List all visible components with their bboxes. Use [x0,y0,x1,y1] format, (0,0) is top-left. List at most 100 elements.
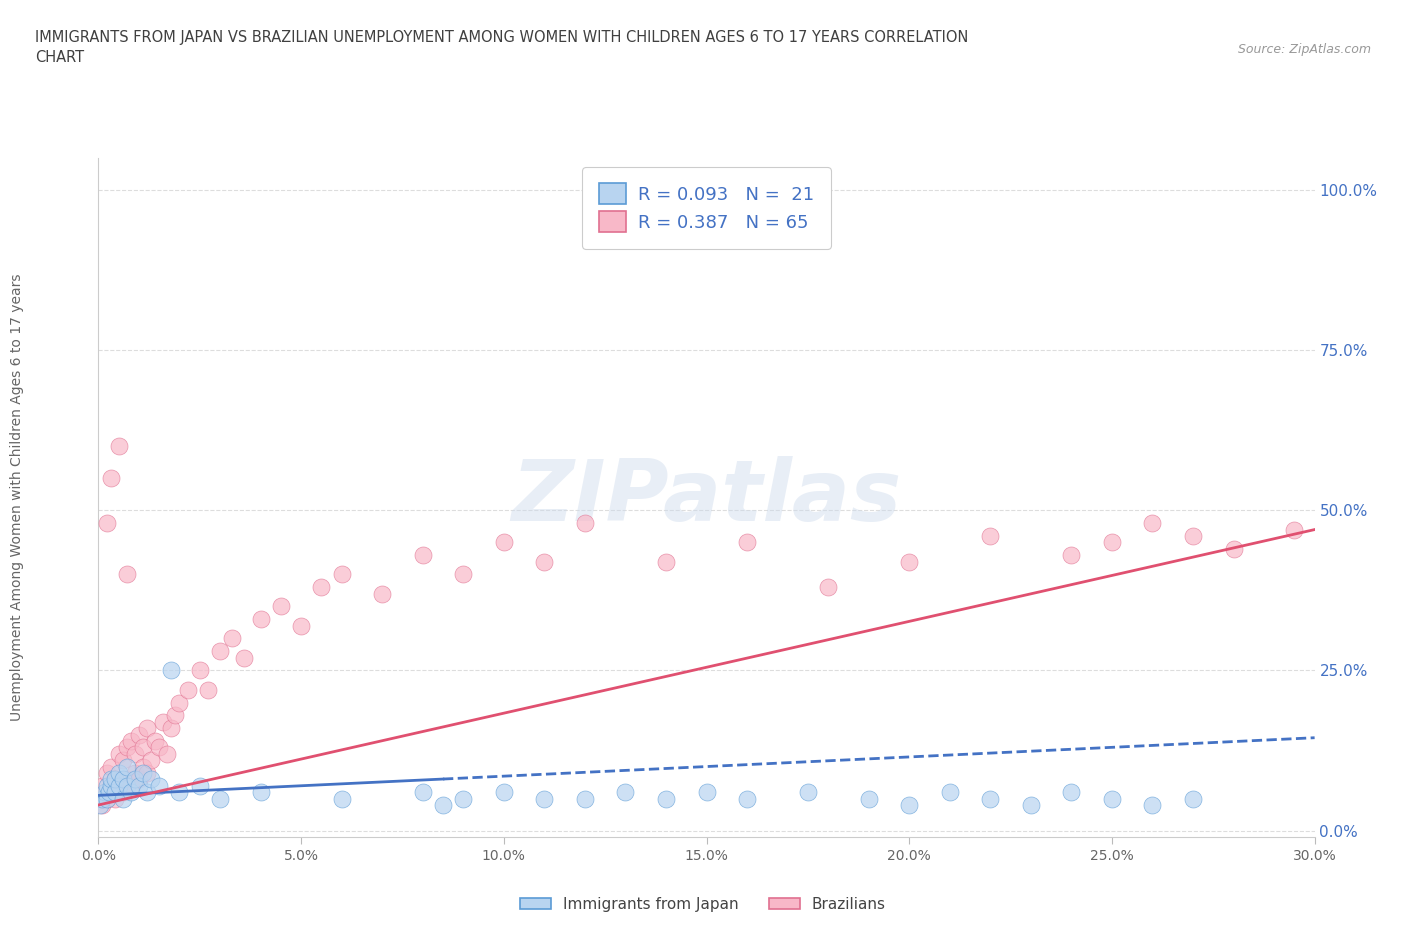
Point [160,721,183,736]
Point [104,791,127,806]
Point [165,708,187,723]
Point [107,778,129,793]
Point [124,746,146,761]
Point [311,579,333,594]
Point [270,599,292,614]
Point [1182,528,1205,543]
Point [152,714,174,729]
Point [104,772,127,787]
Point [100,785,122,800]
Point [96,765,118,780]
Text: CHART: CHART [35,50,84,65]
Point [115,740,138,755]
Point [898,554,921,569]
Point [939,785,962,800]
Point [330,567,353,582]
Point [735,791,758,806]
Point [139,752,162,767]
Point [91,778,114,793]
Point [614,785,637,800]
Point [1060,785,1083,800]
Point [100,772,122,787]
Point [176,683,198,698]
Point [492,535,515,550]
Point [136,785,159,800]
Point [104,772,127,787]
Point [453,567,475,582]
Point [233,650,256,665]
Point [120,734,142,749]
Point [858,791,880,806]
Text: ZIPatlas: ZIPatlas [512,456,901,539]
Point [817,579,839,594]
Point [655,791,678,806]
Point [111,785,134,800]
Point [128,772,150,787]
Point [111,791,134,806]
Point [120,778,142,793]
Point [132,740,155,755]
Point [115,567,138,582]
Point [797,785,820,800]
Point [97,785,120,800]
Point [111,752,134,767]
Point [148,778,170,793]
Point [132,759,155,774]
Point [91,791,114,806]
Point [1019,798,1042,813]
Point [136,765,159,780]
Point [96,778,118,793]
Point [96,791,118,806]
Point [290,618,312,633]
Point [209,791,232,806]
Point [128,727,150,742]
Point [96,516,118,531]
Point [330,791,353,806]
Point [107,746,129,761]
Point [453,791,475,806]
Legend: Immigrants from Japan, Brazilians: Immigrants from Japan, Brazilians [515,891,891,918]
Point [188,663,211,678]
Point [169,785,191,800]
Point [148,740,170,755]
Point [979,791,1001,806]
Point [898,798,921,813]
Point [96,791,118,806]
Point [1142,798,1164,813]
Point [107,778,129,793]
Point [115,778,138,793]
Point [124,765,146,780]
Text: IMMIGRANTS FROM JAPAN VS BRAZILIAN UNEMPLOYMENT AMONG WOMEN WITH CHILDREN AGES 6: IMMIGRANTS FROM JAPAN VS BRAZILIAN UNEMP… [35,30,969,45]
Point [412,548,434,563]
Point [1101,791,1123,806]
Point [107,439,129,454]
Point [169,695,191,710]
Point [1182,791,1205,806]
Point [209,644,232,658]
Point [696,785,718,800]
Point [100,759,122,774]
Point [91,798,114,813]
Point [156,746,179,761]
Point [412,785,434,800]
Point [492,785,515,800]
Point [104,785,127,800]
Point [89,798,111,813]
Legend: R = 0.093   N =  21, R = 0.387   N = 65: R = 0.093 N = 21, R = 0.387 N = 65 [582,167,831,248]
Point [111,772,134,787]
Point [979,528,1001,543]
Point [128,778,150,793]
Point [136,721,159,736]
Point [533,791,555,806]
Point [124,772,146,787]
Point [160,663,183,678]
Point [120,785,142,800]
Point [139,772,162,787]
Point [221,631,243,646]
Point [115,759,138,774]
Point [249,612,271,627]
Point [1142,516,1164,531]
Point [107,765,129,780]
Point [655,554,678,569]
Point [249,785,271,800]
